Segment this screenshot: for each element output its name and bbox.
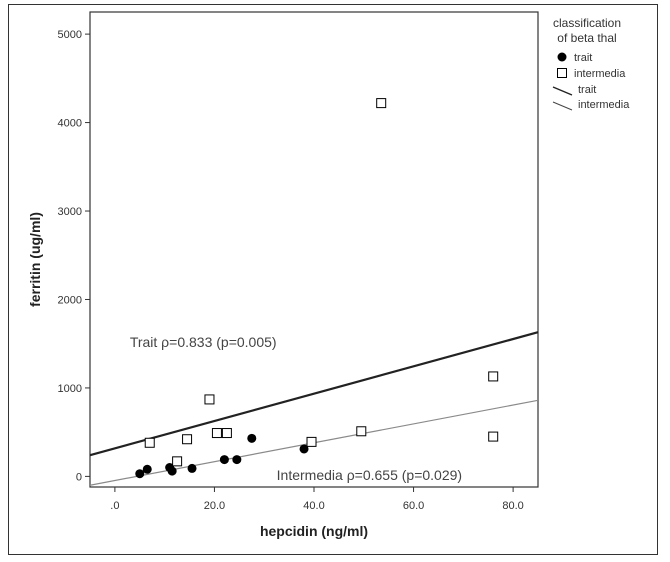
- intermedia-point: [221, 428, 232, 439]
- trait-fit-line: [89, 331, 539, 457]
- trait-point: [232, 455, 242, 465]
- intermedia-point: [204, 394, 215, 405]
- legend-label: intermedia: [574, 68, 626, 80]
- y-axis-label: ferritin (ug/ml): [27, 212, 43, 307]
- x-axis-label: hepcidin (ng/ml): [260, 523, 368, 539]
- trait-point: [167, 466, 177, 476]
- intermedia-point: [211, 428, 222, 439]
- intermedia-correlation-annotation: Intermedia ρ=0.655 (p=0.029): [277, 467, 462, 483]
- x-tick-label: 80.0: [502, 500, 523, 512]
- y-tick-label: 5000: [58, 29, 82, 41]
- intermedia-point: [488, 431, 499, 442]
- trait-correlation-annotation: Trait ρ=0.833 (p=0.005): [130, 334, 277, 350]
- y-tick-label: 4000: [58, 118, 82, 130]
- figure-frame: [8, 4, 658, 555]
- legend-label: trait: [574, 52, 592, 64]
- intermedia-point: [488, 371, 499, 382]
- x-tick-label: 40.0: [303, 500, 324, 512]
- intermedia-point: [376, 98, 387, 109]
- plot-border: [89, 11, 539, 488]
- y-tick-label: 1000: [58, 383, 82, 395]
- legend-label: intermedia: [578, 99, 630, 111]
- trait-point: [142, 464, 152, 474]
- x-tick-label: 60.0: [403, 500, 424, 512]
- trait-point: [187, 463, 197, 473]
- intermedia-point: [172, 456, 183, 467]
- x-tick-label: .0: [110, 500, 119, 512]
- legend-title: of beta thal: [557, 31, 616, 45]
- trait-point: [135, 469, 145, 479]
- x-tick-label: 20.0: [204, 500, 225, 512]
- legend-marker-intermedia: [557, 68, 567, 78]
- y-tick-label: 2000: [58, 294, 82, 306]
- legend-label: trait: [578, 84, 596, 96]
- trait-point: [247, 433, 257, 443]
- y-tick-label: 0: [76, 471, 82, 483]
- plot-area: 0 1000 2000 3000 4000 5000 .0 20.0 40.0 60.0 80.0: [58, 11, 539, 512]
- trait-point: [219, 455, 229, 465]
- intermedia-point: [182, 434, 193, 445]
- legend-line-intermedia: [552, 101, 573, 111]
- intermedia-point: [356, 426, 367, 437]
- trait-point: [299, 444, 309, 454]
- legend-marker-trait: [557, 52, 567, 62]
- intermedia-point: [144, 437, 155, 448]
- intermedia-point: [306, 436, 317, 447]
- y-tick-label: 3000: [58, 206, 82, 218]
- legend-title: classification: [553, 16, 621, 30]
- legend-line-trait: [552, 86, 573, 96]
